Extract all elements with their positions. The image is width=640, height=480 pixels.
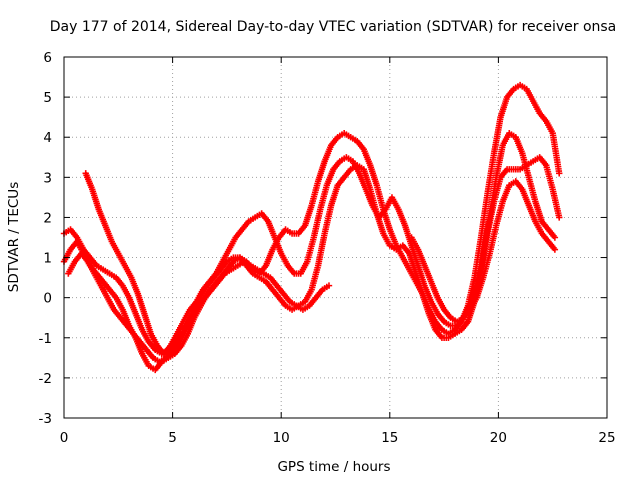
data-points <box>60 81 563 374</box>
data-point-marker <box>551 246 559 253</box>
x-tick-label: 0 <box>60 430 69 446</box>
y-axis-label: SDTVAR / TECUs <box>6 182 22 292</box>
x-tick-label: 25 <box>598 430 615 446</box>
x-axis-label: GPS time / hours <box>277 459 390 475</box>
data-point-marker <box>551 234 559 241</box>
y-tick-label: 4 <box>43 130 52 146</box>
plot-frame <box>63 56 608 419</box>
y-tick-label: -3 <box>39 411 52 427</box>
x-tick-label: 5 <box>168 430 177 446</box>
axes: 0 5 10 15 20 25 -3 -2 -1 0 1 2 3 4 5 6 <box>39 50 616 446</box>
series-track-3 <box>82 130 559 358</box>
y-tick-label: 5 <box>43 90 52 106</box>
y-tick-label: -2 <box>39 371 52 387</box>
chart-title: Day 177 of 2014, Sidereal Day-to-day VTE… <box>50 19 617 35</box>
x-tick-label: 15 <box>381 430 398 446</box>
y-tick-label: 6 <box>43 50 52 66</box>
x-tick-label: 10 <box>273 430 290 446</box>
y-tick-label: -1 <box>39 331 52 347</box>
y-tick-label: 3 <box>43 170 52 186</box>
series-track-4 <box>65 250 333 366</box>
data-point-marker <box>556 170 563 177</box>
y-tick-label: 1 <box>43 251 52 267</box>
y-tick-label: 2 <box>43 210 52 226</box>
data-point-marker <box>325 282 333 289</box>
series-track-5 <box>408 178 559 325</box>
x-tick-label: 20 <box>490 430 507 446</box>
data-point-marker <box>556 214 563 221</box>
y-tick-label: 0 <box>43 291 52 307</box>
